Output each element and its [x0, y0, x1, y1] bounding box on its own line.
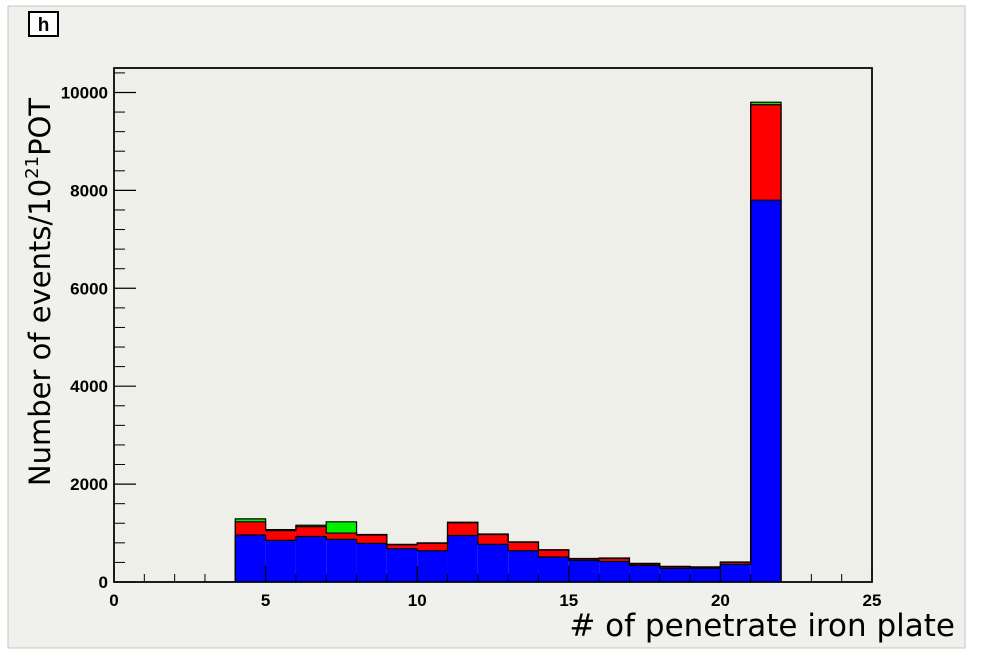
bar-series1-bin1	[265, 530, 296, 541]
plot-frame	[113, 67, 873, 583]
x-tick-label: 25	[863, 591, 882, 610]
bar-series0-bin17	[750, 200, 782, 582]
bar-series0-bin9	[508, 550, 539, 582]
bar-series1-bin12	[599, 558, 630, 562]
y-tick-label: 2000	[70, 475, 108, 494]
bar-series1-bin13	[629, 563, 660, 566]
bar-series0-bin16	[720, 564, 751, 582]
bar-series1-bin7	[447, 522, 478, 536]
bar-series0-bin12	[599, 561, 630, 582]
bar-series0-bin11	[568, 560, 600, 582]
bar-series1-bin17	[750, 104, 782, 201]
bar-series0-bin6	[417, 550, 448, 582]
y-axis-title-prefix: Number of events/10	[23, 178, 57, 487]
bar-series0-bin13	[629, 565, 660, 582]
series-outline-0	[234, 199, 782, 582]
x-tick-label: 20	[711, 591, 730, 610]
bar-series0-bin7	[447, 535, 478, 582]
y-axis-title-suffix: POT	[23, 97, 57, 156]
bar-series0-bin15	[690, 568, 721, 582]
y-tick-label: 6000	[70, 279, 108, 298]
bar-series0-bin5	[386, 548, 418, 582]
bar-series0-bin0	[235, 535, 266, 582]
y-tick-label: 10000	[61, 83, 108, 102]
bar-series1-bin14	[659, 566, 691, 569]
bar-series1-bin16	[720, 562, 751, 565]
bar-series1-bin5	[386, 544, 418, 549]
y-tick-label: 0	[99, 573, 108, 592]
axes: 0 5 10 15 20 25 0 2000 4000 6000 8000 10000	[61, 67, 882, 610]
x-tick-label: 5	[261, 591, 270, 610]
y-tick-label: 4000	[70, 377, 108, 396]
bar-series1-bin0	[235, 521, 266, 536]
bar-series2-bin17	[750, 102, 782, 105]
x-tick-label: 10	[408, 591, 427, 610]
bar-series0-bin8	[477, 544, 509, 582]
bar-series2-bin2	[295, 525, 327, 527]
y-axis-title-exponent: 21	[22, 155, 43, 179]
bar-series1-bin8	[477, 534, 509, 545]
x-tick-label: 15	[559, 591, 578, 610]
bar-series0-bin14	[659, 568, 691, 582]
bar-series0-bin3	[326, 539, 357, 582]
x-tick-label: 0	[109, 591, 118, 610]
bar-series2-bin3	[326, 521, 357, 534]
bar-series1-bin10	[538, 550, 569, 558]
y-tick-label: 8000	[70, 181, 108, 200]
bar-series1-bin9	[508, 542, 539, 551]
bar-series0-bin2	[295, 536, 327, 582]
x-axis-title: # of penetrate iron plate	[569, 608, 955, 644]
bar-series1-bin4	[356, 535, 387, 544]
bar-series0-bin10	[538, 557, 569, 582]
bar-series0-bin4	[356, 543, 387, 582]
histogram-bars	[234, 101, 782, 582]
y-axis-title: Number of events/1021POT	[22, 97, 57, 487]
series-outline-2	[234, 101, 782, 582]
bar-series1-bin11	[568, 558, 600, 561]
bar-series1-bin2	[295, 526, 327, 537]
bar-series2-bin0	[235, 518, 266, 522]
bar-series1-bin6	[417, 543, 448, 551]
panel-label: h	[28, 11, 59, 37]
bar-series0-bin1	[265, 540, 296, 582]
bar-series1-bin3	[326, 533, 357, 540]
